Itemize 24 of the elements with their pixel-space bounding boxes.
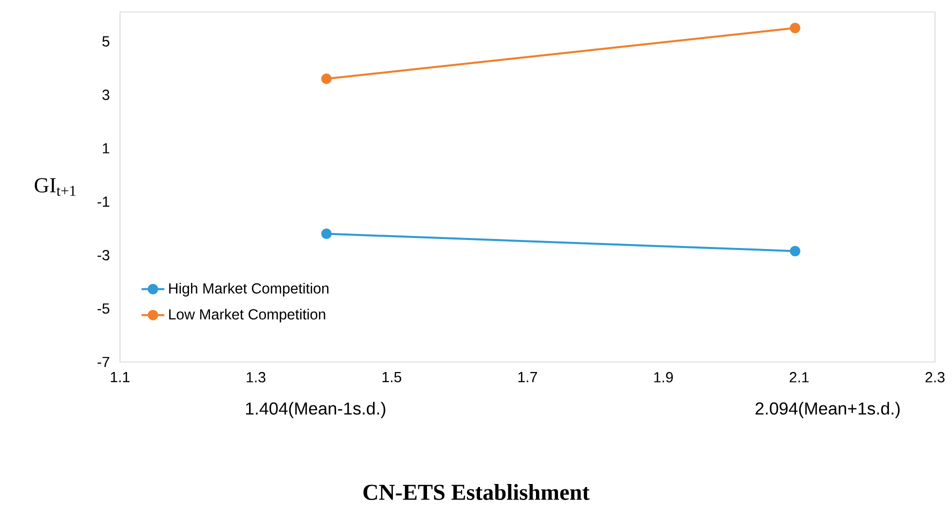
- x-tick-label: 1.3: [246, 372, 266, 382]
- y-tick-label: 1: [102, 143, 110, 154]
- x-tick-label: 1.5: [382, 372, 402, 382]
- x-tick-label: 1.7: [518, 372, 537, 382]
- y-tick-label: -7: [98, 356, 110, 368]
- x-axis-title: CN-ETS Establishment: [363, 484, 590, 500]
- y-tick-label: 5: [102, 36, 110, 47]
- legend-label: Low Market Competition: [169, 308, 326, 322]
- text: 2.094(Mean+1s.d.): [756, 402, 900, 418]
- y-tick-label: -1: [98, 196, 110, 207]
- y-axis-title: GI$_{t+1}$: [34, 178, 76, 196]
- x-tick-label: 1.1: [110, 372, 130, 382]
- text: 1.404(Mean-1s.d.): [246, 402, 386, 418]
- x-tick-label: 2.1: [790, 372, 809, 382]
- y-tick-label: 3: [102, 90, 110, 100]
- point: [321, 74, 332, 84]
- point: [790, 246, 800, 256]
- y-tick-label: -3: [98, 250, 110, 260]
- x-tick-label: 1.9: [654, 372, 673, 382]
- point: [790, 22, 800, 34]
- point: [321, 228, 332, 240]
- x-tick-label: 2.3: [926, 372, 945, 382]
- legend-label: High Market Competition: [169, 282, 328, 296]
- y-tick-label: -5: [98, 303, 110, 314]
